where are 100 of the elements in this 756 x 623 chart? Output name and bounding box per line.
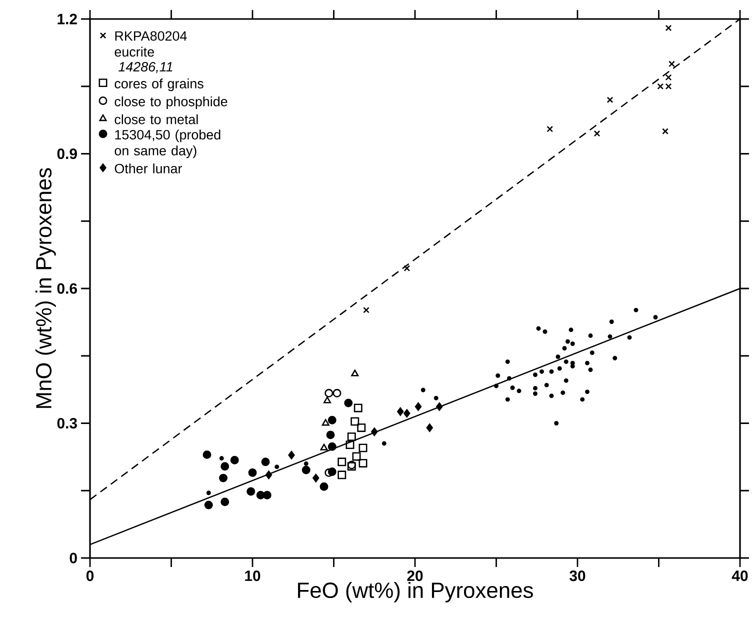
x-tick-label: 0 bbox=[86, 570, 94, 582]
point bbox=[206, 490, 211, 496]
point bbox=[304, 461, 308, 466]
point bbox=[662, 128, 668, 134]
y-tick-label: 0 bbox=[70, 552, 77, 564]
point bbox=[533, 391, 538, 396]
point bbox=[414, 402, 422, 411]
point bbox=[312, 474, 320, 482]
point bbox=[546, 126, 554, 132]
point bbox=[350, 417, 360, 426]
point bbox=[426, 424, 433, 432]
point bbox=[346, 440, 354, 450]
point bbox=[507, 376, 512, 381]
point bbox=[324, 388, 334, 398]
point bbox=[564, 359, 568, 364]
point bbox=[665, 24, 672, 32]
point bbox=[590, 350, 594, 355]
x-tick-label: 40 bbox=[732, 570, 748, 582]
y-axis-title: MnO (wt%) in Pyroxenes bbox=[35, 168, 56, 408]
point bbox=[505, 397, 510, 402]
point bbox=[516, 388, 522, 394]
point bbox=[338, 458, 346, 466]
point bbox=[204, 500, 213, 510]
point bbox=[246, 487, 256, 496]
point bbox=[288, 450, 295, 460]
point bbox=[494, 384, 498, 388]
point bbox=[566, 339, 570, 344]
point bbox=[608, 334, 612, 339]
point bbox=[219, 474, 228, 482]
point bbox=[358, 444, 368, 452]
x-tick-label: 10 bbox=[245, 570, 260, 582]
point bbox=[326, 430, 335, 440]
y-tick-label: 0.9 bbox=[57, 148, 77, 160]
point bbox=[568, 328, 574, 332]
point bbox=[570, 342, 575, 346]
point bbox=[363, 306, 370, 314]
point bbox=[397, 407, 404, 416]
point bbox=[585, 390, 590, 394]
legend-label: Other lunar bbox=[114, 163, 182, 174]
point bbox=[542, 329, 548, 334]
point bbox=[202, 450, 212, 459]
point bbox=[436, 402, 443, 411]
point bbox=[220, 462, 230, 471]
point bbox=[606, 96, 614, 104]
point bbox=[544, 382, 549, 388]
point bbox=[434, 396, 438, 400]
point bbox=[510, 386, 515, 390]
point bbox=[261, 458, 270, 466]
point bbox=[328, 468, 336, 476]
point bbox=[594, 130, 600, 137]
point bbox=[562, 346, 567, 350]
point bbox=[338, 470, 346, 480]
point bbox=[564, 378, 568, 383]
point bbox=[344, 398, 353, 408]
x-axis-title: FeO (wt%) in Pyroxenes bbox=[298, 582, 533, 602]
point bbox=[588, 368, 593, 372]
point bbox=[549, 394, 554, 398]
x-tick-label: 20 bbox=[407, 570, 423, 582]
point bbox=[533, 386, 538, 390]
point bbox=[634, 308, 638, 312]
x-tick-label: 30 bbox=[570, 570, 586, 582]
legend-label: 15304,50 (probed on same day) bbox=[114, 130, 220, 158]
point bbox=[328, 416, 336, 424]
point bbox=[320, 444, 328, 450]
point bbox=[274, 464, 280, 470]
point bbox=[560, 390, 566, 395]
point bbox=[352, 452, 361, 461]
point bbox=[357, 424, 366, 432]
point bbox=[609, 319, 614, 324]
point bbox=[323, 396, 332, 404]
point bbox=[404, 265, 410, 272]
point bbox=[332, 388, 342, 398]
point bbox=[420, 388, 426, 392]
point bbox=[262, 490, 272, 500]
point bbox=[354, 404, 362, 412]
y-tick-label: 0.6 bbox=[57, 283, 77, 294]
point bbox=[505, 359, 510, 364]
point bbox=[612, 356, 618, 360]
point bbox=[554, 421, 559, 426]
point bbox=[585, 360, 590, 366]
point bbox=[536, 326, 541, 331]
point bbox=[496, 373, 500, 378]
point bbox=[351, 370, 359, 376]
point bbox=[347, 432, 356, 441]
point bbox=[588, 333, 593, 338]
point bbox=[265, 470, 272, 480]
point bbox=[557, 366, 562, 371]
point bbox=[371, 428, 378, 436]
point bbox=[556, 354, 560, 360]
point bbox=[230, 456, 239, 464]
point bbox=[653, 315, 658, 320]
annotation: 14286,11 bbox=[118, 62, 172, 74]
point bbox=[248, 468, 257, 477]
y-tick-label: 1.2 bbox=[58, 14, 77, 24]
point bbox=[549, 369, 554, 374]
point bbox=[220, 498, 230, 506]
legend-label: cores of grains bbox=[114, 78, 204, 92]
point bbox=[302, 466, 310, 474]
legend-label: RKPA80204 eucrite bbox=[114, 31, 187, 57]
point bbox=[540, 369, 544, 374]
